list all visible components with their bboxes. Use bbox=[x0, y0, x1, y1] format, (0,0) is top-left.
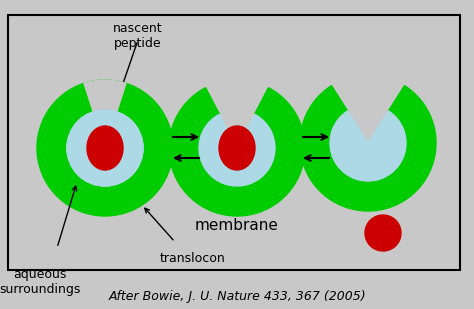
Ellipse shape bbox=[219, 126, 255, 170]
Bar bbox=[8, 15, 460, 270]
Wedge shape bbox=[199, 114, 275, 186]
Text: translocon: translocon bbox=[160, 252, 226, 265]
Wedge shape bbox=[330, 111, 406, 181]
Text: nascent
peptide: nascent peptide bbox=[113, 22, 163, 50]
Ellipse shape bbox=[87, 126, 123, 170]
Text: aqueous
surroundings: aqueous surroundings bbox=[0, 268, 81, 296]
Wedge shape bbox=[84, 80, 126, 148]
Text: membrane: membrane bbox=[195, 218, 279, 233]
Wedge shape bbox=[300, 86, 436, 211]
Wedge shape bbox=[169, 88, 305, 216]
Circle shape bbox=[37, 80, 173, 216]
Circle shape bbox=[67, 110, 143, 186]
Circle shape bbox=[67, 110, 143, 186]
Text: After Bowie, J. U. Nature 433, 367 (2005): After Bowie, J. U. Nature 433, 367 (2005… bbox=[108, 290, 366, 303]
Circle shape bbox=[365, 215, 401, 251]
